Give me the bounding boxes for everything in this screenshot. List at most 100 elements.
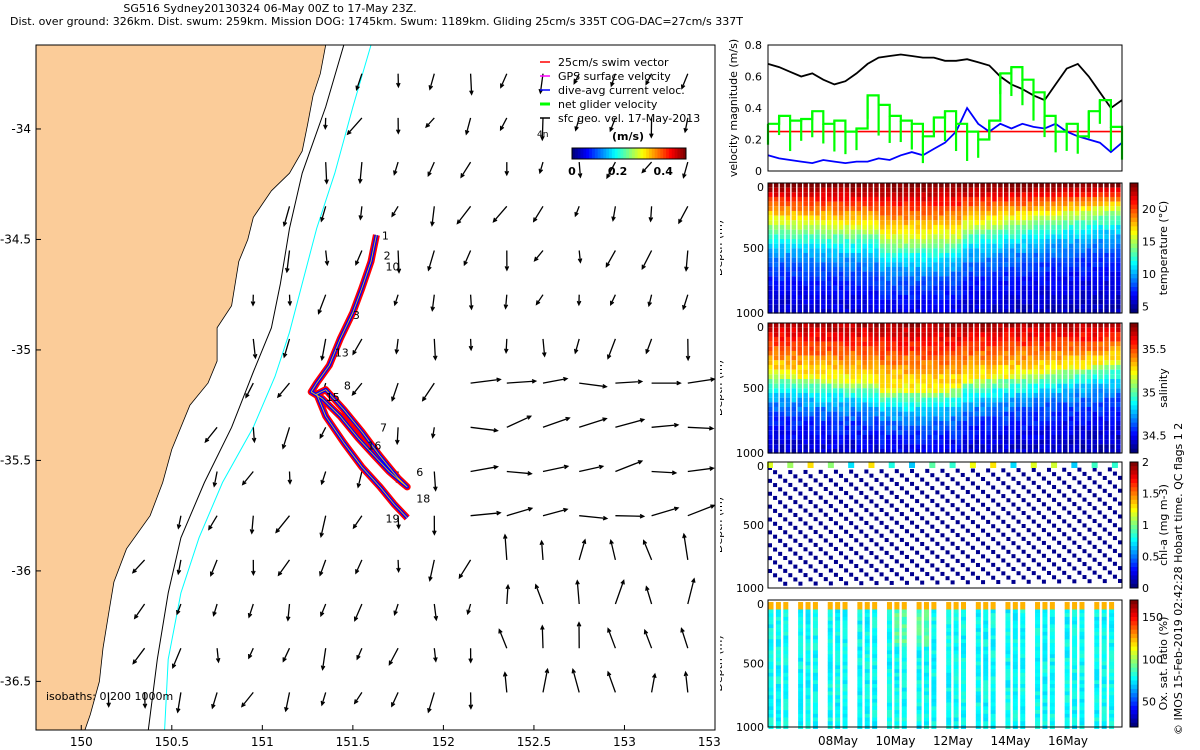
profile-sample xyxy=(1098,449,1103,454)
profile-sample xyxy=(827,271,832,277)
profile-sample xyxy=(939,411,944,417)
chla-sample xyxy=(986,545,991,550)
profile-sample xyxy=(856,323,861,328)
profile-sample xyxy=(1110,220,1115,225)
profile-sample xyxy=(874,206,879,211)
profile-sample xyxy=(1045,299,1050,305)
profile-sample xyxy=(980,183,985,188)
y-tick-label: -34.5 xyxy=(0,232,31,246)
profile-sample xyxy=(927,411,932,417)
profile-sample xyxy=(950,402,956,407)
profile-sample xyxy=(891,369,897,375)
chla-sample xyxy=(768,543,772,548)
profile-sample xyxy=(850,211,856,216)
colorbar-cell xyxy=(577,148,582,159)
colorbar-cell xyxy=(1130,533,1138,539)
velocity-arrow xyxy=(503,294,509,310)
oxygen-sample xyxy=(857,661,863,666)
profile-sample xyxy=(779,248,785,253)
profile-sample xyxy=(785,444,791,449)
chla-sample xyxy=(1087,527,1092,532)
profile-sample xyxy=(945,243,950,249)
profile-sample xyxy=(815,234,820,239)
oxygen-sample xyxy=(886,624,892,629)
profile-sample xyxy=(815,323,820,328)
profile-sample xyxy=(1015,444,1021,449)
profile-sample xyxy=(915,197,920,202)
velocity-arrow xyxy=(651,422,680,428)
oxygen-sample xyxy=(864,710,870,715)
profile-sample xyxy=(927,365,932,370)
profile-sample xyxy=(868,449,873,454)
profile-sample xyxy=(980,271,985,277)
oxygen-sample xyxy=(857,687,863,692)
chla-sample xyxy=(1057,527,1062,532)
profile-sample xyxy=(827,402,832,407)
velocity-arrow xyxy=(499,117,508,132)
colorbar-tick-label: 0 xyxy=(1142,582,1149,595)
profile-sample xyxy=(803,393,808,398)
profile-sample xyxy=(850,183,856,188)
profile-sample xyxy=(874,411,879,417)
heatmap-chla xyxy=(767,462,1122,586)
profile-sample xyxy=(886,271,891,277)
profile-sample xyxy=(880,388,885,393)
profile-sample xyxy=(1063,215,1068,221)
profile-sample xyxy=(1033,393,1038,398)
profile-sample xyxy=(785,332,791,337)
colorbar-cell xyxy=(654,148,658,159)
chla-sample xyxy=(833,559,838,564)
profile-sample xyxy=(886,215,891,221)
profile-sample xyxy=(791,365,797,370)
profile-sample xyxy=(1092,309,1097,314)
profile-sample xyxy=(998,411,1003,417)
profile-sample xyxy=(773,365,779,370)
chla-sample xyxy=(1011,515,1016,520)
profile-sample xyxy=(844,253,850,258)
profile-sample xyxy=(821,309,826,314)
chla-sample xyxy=(1112,510,1117,515)
profile-sample xyxy=(1110,327,1115,333)
profile-sample xyxy=(956,285,962,291)
oxygen-sample xyxy=(894,661,900,666)
profile-sample xyxy=(1068,425,1074,431)
profile-sample xyxy=(832,346,838,351)
oxygen-sample xyxy=(901,643,907,647)
oxygen-sample xyxy=(783,680,789,685)
profile-sample xyxy=(1063,229,1068,235)
profile-sample xyxy=(809,411,814,417)
profile-sample xyxy=(1021,393,1027,398)
profile-sample xyxy=(950,257,956,263)
profile-sample xyxy=(1098,234,1103,239)
legend-entry: net glider velocity xyxy=(558,98,658,111)
profile-sample xyxy=(1110,187,1115,193)
profile-sample xyxy=(832,239,838,244)
profile-sample xyxy=(1033,183,1038,188)
profile-sample xyxy=(809,276,814,281)
oxygen-sample xyxy=(894,605,900,610)
oxygen-sample xyxy=(901,706,907,711)
profile-sample xyxy=(939,397,944,403)
profile-sample xyxy=(956,234,962,239)
profile-sample xyxy=(809,355,814,361)
profile-sample xyxy=(950,430,956,435)
chla-sample xyxy=(996,541,1001,546)
profile-sample xyxy=(915,281,920,286)
colorbar-cell xyxy=(646,148,650,159)
profile-sample xyxy=(986,355,991,361)
profile-sample xyxy=(1045,360,1050,365)
profile-sample xyxy=(779,257,785,263)
profile-sample xyxy=(1057,402,1062,407)
oxygen-sample xyxy=(886,672,892,677)
profile-sample xyxy=(815,402,820,407)
profile-sample xyxy=(797,262,802,267)
profile-sample xyxy=(968,243,974,249)
oxygen-sample xyxy=(812,643,818,647)
oxygen-sample xyxy=(872,661,878,666)
y-tick-label: -35 xyxy=(11,343,31,357)
profile-sample xyxy=(1021,327,1027,333)
profile-sample xyxy=(1092,341,1097,347)
colorbar-cell xyxy=(1130,265,1138,271)
profile-sample xyxy=(821,201,826,207)
oxygen-sample xyxy=(835,657,841,662)
